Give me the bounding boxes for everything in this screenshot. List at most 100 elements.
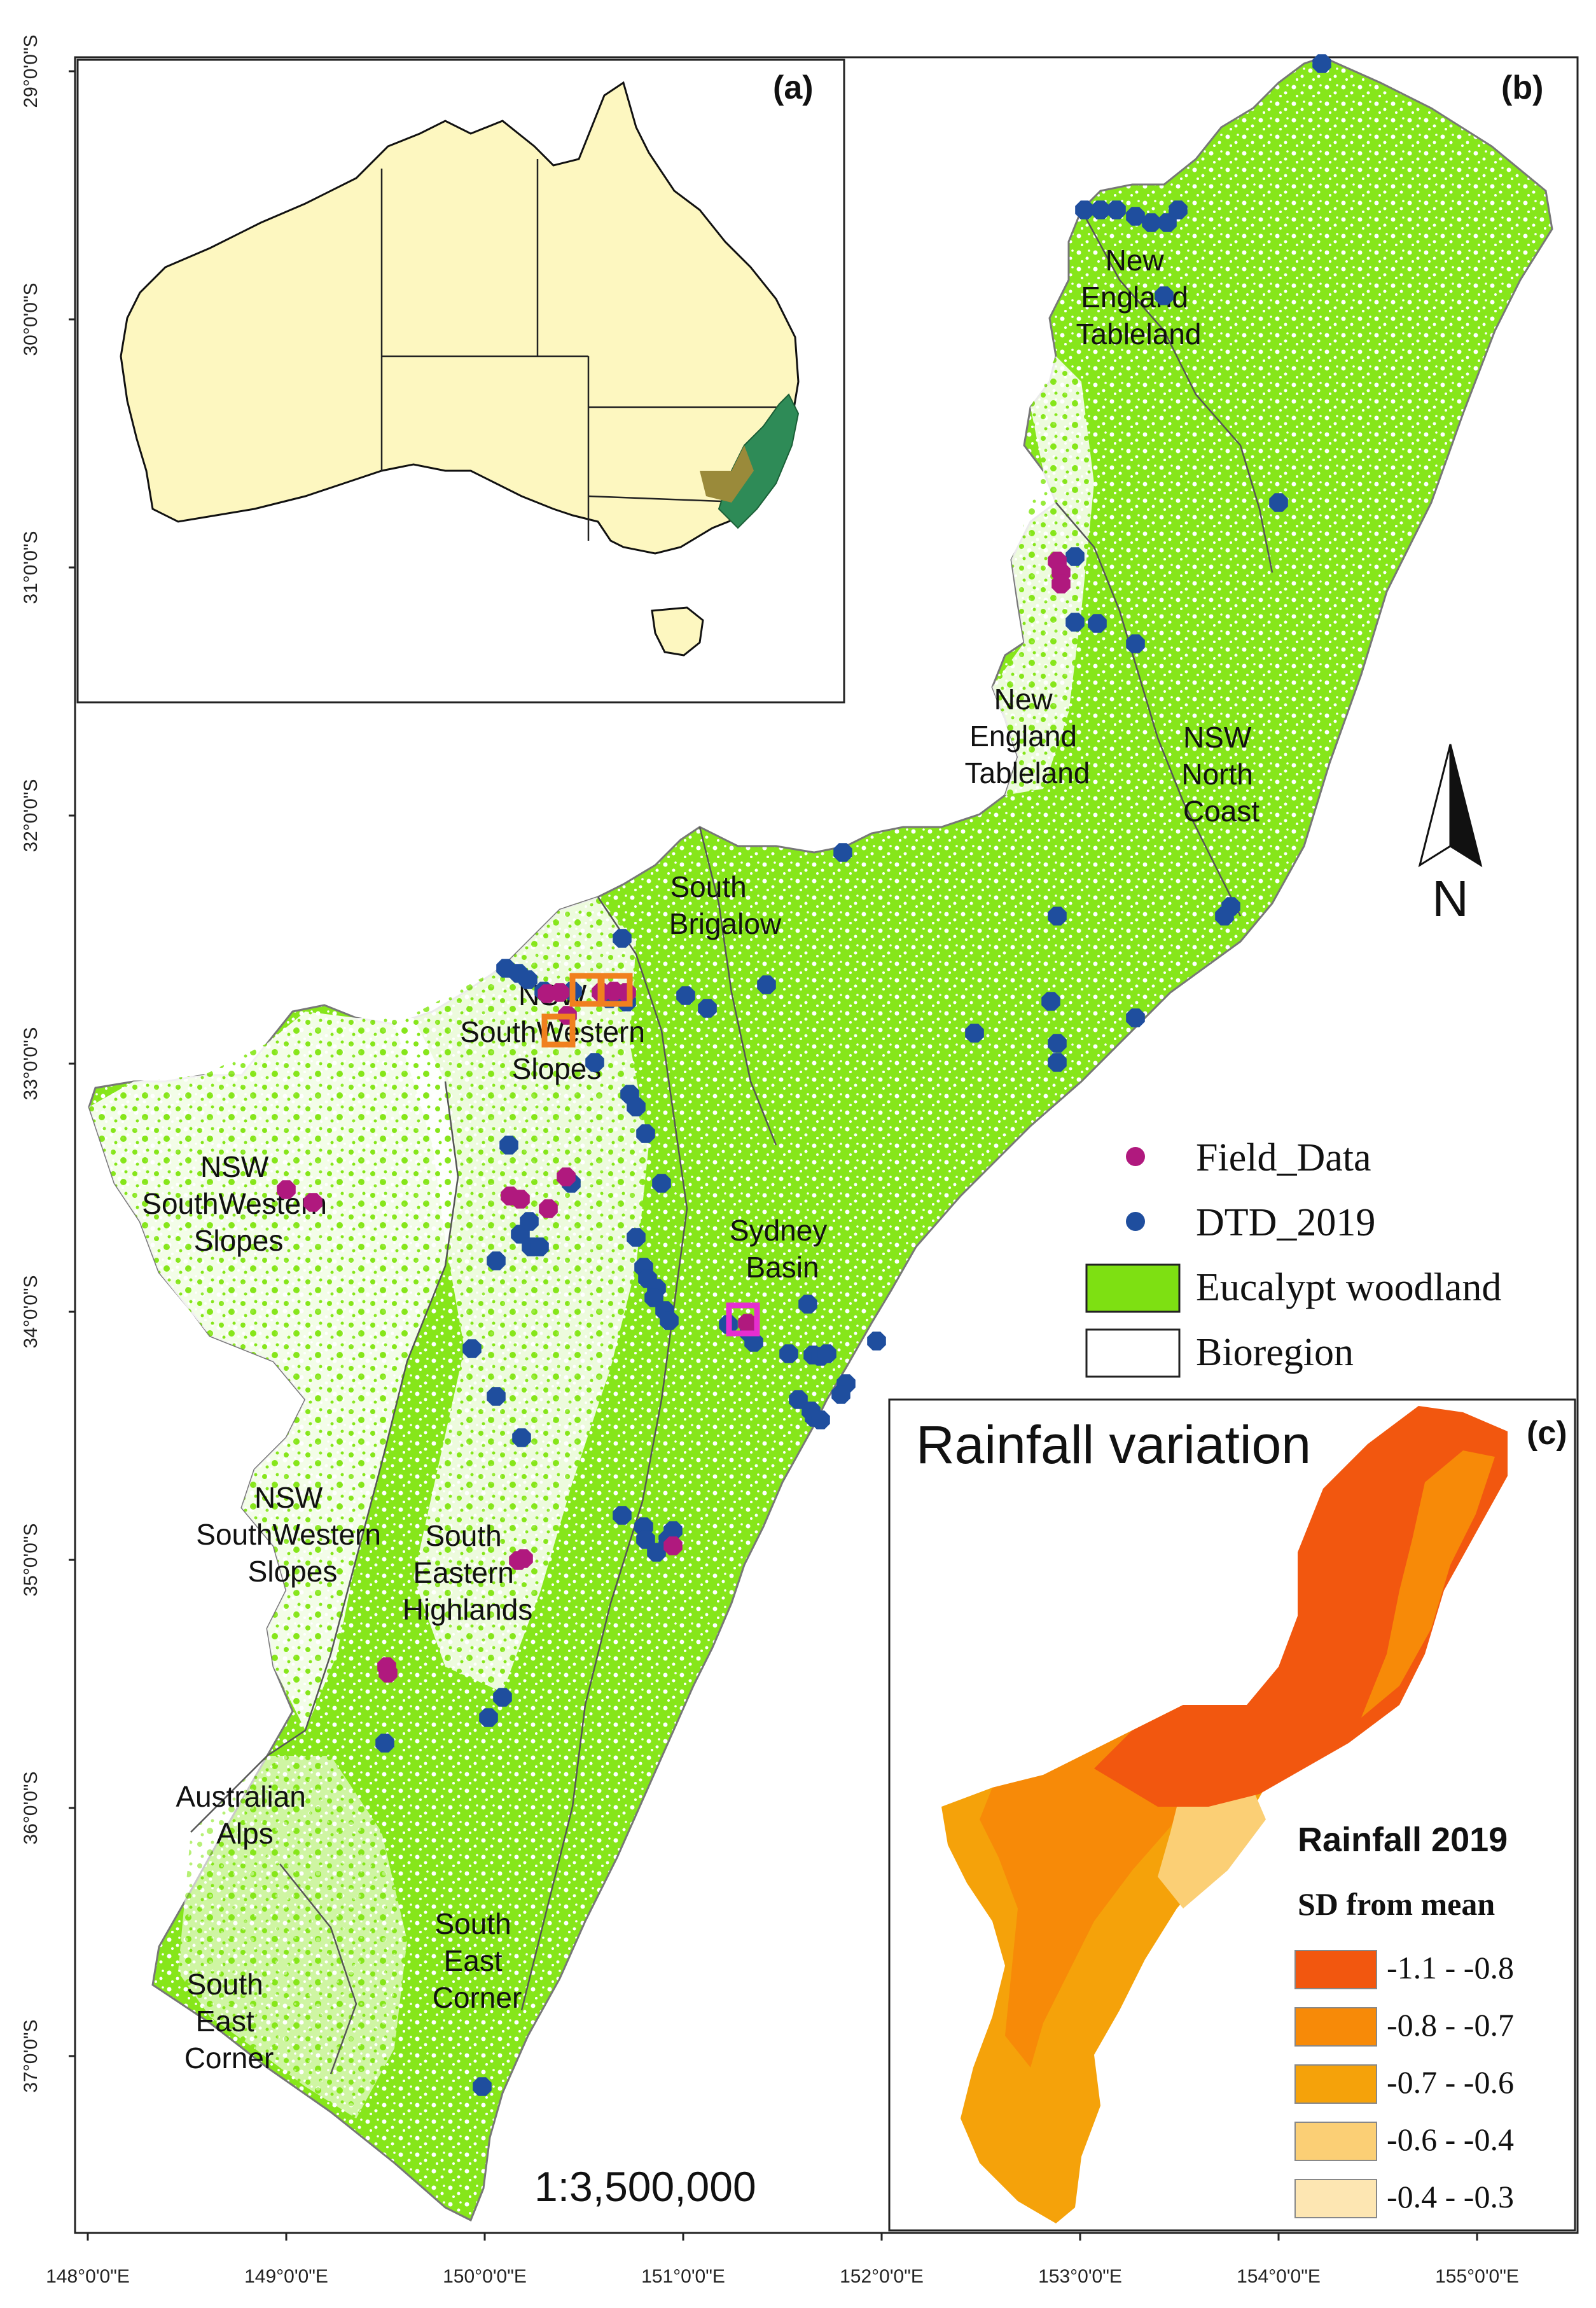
field-data-point bbox=[277, 1180, 296, 1199]
lon-label-149: 149°0'0"E bbox=[244, 2266, 328, 2287]
dtd-point bbox=[757, 975, 776, 994]
legend-field-data-label: Field_Data bbox=[1196, 1136, 1371, 1179]
rainfall-class-swatch-1 bbox=[1294, 1950, 1377, 1989]
dtd-point bbox=[1158, 213, 1177, 232]
dtd-point bbox=[487, 1387, 506, 1406]
field-data-point bbox=[509, 1551, 528, 1570]
dtd-point bbox=[627, 1097, 646, 1116]
dtd-point bbox=[831, 1385, 850, 1404]
dtd-point bbox=[512, 1428, 531, 1447]
dtd-point bbox=[636, 1124, 655, 1143]
legend-dtd-label: DTD_2019 bbox=[1196, 1201, 1375, 1244]
dtd-point bbox=[1169, 200, 1188, 219]
dtd-2019-points bbox=[375, 54, 1331, 2096]
lon-label-154: 154°0'0"E bbox=[1237, 2266, 1321, 2287]
dtd-point bbox=[811, 1410, 830, 1429]
dtd-point bbox=[744, 1333, 763, 1352]
region-south-brigalow: South Brigalow bbox=[669, 870, 782, 940]
map-scale: 1:3,500,000 bbox=[534, 2163, 756, 2210]
region-south-east-corner-west: South East Corner bbox=[184, 1968, 274, 2075]
lat-label-36: 36°0'0"S bbox=[20, 1771, 41, 1844]
lat-label-37: 37°0'0"S bbox=[20, 2019, 41, 2092]
dtd-point bbox=[1075, 200, 1094, 219]
region-south-east-corner-east: South East Corner bbox=[433, 1907, 522, 2014]
north-arrow-right-half bbox=[1449, 744, 1483, 868]
state-borders bbox=[380, 159, 792, 541]
dtd-point bbox=[1048, 1053, 1067, 1072]
field-data-point bbox=[303, 1193, 323, 1212]
dtd-point bbox=[652, 1174, 671, 1193]
study-area bbox=[88, 56, 1553, 2222]
lon-label-150: 150°0'0"E bbox=[443, 2266, 527, 2287]
dtd-point bbox=[1107, 200, 1126, 219]
tasmania-shape bbox=[651, 606, 704, 657]
dtd-point bbox=[585, 1053, 604, 1072]
dtd-point bbox=[1142, 213, 1161, 232]
legend-eucalypt-swatch bbox=[1085, 1263, 1181, 1313]
dtd-point bbox=[833, 843, 852, 862]
field-data-point bbox=[539, 1199, 558, 1218]
legend-bioregion-swatch bbox=[1085, 1328, 1181, 1378]
field-data-point bbox=[550, 983, 569, 1002]
dtd-point bbox=[518, 970, 538, 989]
lon-label-151: 151°0'0"E bbox=[641, 2266, 725, 2287]
lat-label-35: 35°0'0"S bbox=[20, 1523, 41, 1596]
lat-label-34: 34°0'0"S bbox=[20, 1275, 41, 1348]
lat-label-31: 31°0'0"S bbox=[20, 531, 41, 604]
dtd-point bbox=[817, 1344, 836, 1363]
lon-label-148: 148°0'0"E bbox=[46, 2266, 130, 2287]
rainfall-class-label-4: -0.6 - -0.4 bbox=[1387, 2122, 1514, 2157]
dtd-point bbox=[479, 1708, 498, 1727]
region-south-eastern-highlands: South Eastern Highlands bbox=[403, 1519, 533, 1626]
rainfall-area-north bbox=[1094, 1406, 1508, 1807]
dtd-point bbox=[867, 1331, 886, 1351]
dtd-point bbox=[462, 1339, 482, 1358]
dtd-point bbox=[511, 1225, 530, 1244]
sparse-west-area bbox=[89, 1011, 458, 1730]
dtd-point bbox=[1269, 493, 1288, 512]
field-data-point bbox=[1051, 574, 1071, 594]
dtd-point bbox=[798, 1295, 817, 1314]
north-label: N bbox=[1432, 870, 1469, 927]
dtd-point bbox=[375, 1734, 394, 1753]
region-nsw-southwestern-slopes-west: NSW SouthWestern Slopes bbox=[142, 1150, 335, 1257]
dtd-point bbox=[660, 1311, 679, 1330]
dtd-point bbox=[1065, 547, 1085, 566]
dtd-point bbox=[676, 986, 695, 1005]
dtd-point bbox=[627, 1228, 646, 1247]
dtd-point bbox=[1048, 1034, 1067, 1053]
dtd-point bbox=[1126, 634, 1145, 653]
field-data-point bbox=[378, 1664, 398, 1683]
region-sydney-basin: Sydney Basin bbox=[730, 1214, 835, 1284]
field-data-point bbox=[738, 1314, 757, 1333]
dtd-point bbox=[1126, 207, 1145, 226]
lat-label-33: 33°0'0"S bbox=[20, 1027, 41, 1100]
inset-panel-a: (a) bbox=[76, 59, 845, 704]
rainfall-title: Rainfall variation bbox=[916, 1415, 1311, 1475]
rainfall-legend-title: Rainfall 2019 bbox=[1298, 1821, 1508, 1859]
region-new-england-tableland-south: New England Tableland bbox=[965, 683, 1090, 789]
dtd-point bbox=[647, 1543, 666, 1562]
latitude-labels: 29°0'0"S 30°0'0"S 31°0'0"S 32°0'0"S 33°0… bbox=[20, 34, 41, 2092]
dtd-point bbox=[789, 1390, 808, 1409]
bioregion-boundaries bbox=[190, 209, 1273, 2075]
panel-c-label: (c) bbox=[1527, 1415, 1567, 1452]
dtd-point bbox=[698, 999, 717, 1018]
field-data-points bbox=[277, 552, 1071, 1683]
dtd-point bbox=[473, 2077, 492, 2096]
lat-label-29: 29°0'0"S bbox=[20, 34, 41, 108]
dtd-point bbox=[636, 1530, 655, 1549]
panel-b-label: (b) bbox=[1501, 69, 1543, 106]
north-arrow: N bbox=[1418, 744, 1483, 927]
rainfall-class-label-3: -0.7 - -0.6 bbox=[1387, 2064, 1514, 2100]
legend-dtd-symbol bbox=[1126, 1212, 1145, 1231]
field-data-point bbox=[511, 1190, 530, 1209]
sparse-southwest-area bbox=[178, 1756, 407, 2118]
region-nsw-north-coast: NSW North Coast bbox=[1181, 721, 1261, 828]
region-nsw-southwestern-slopes-south: NSW SouthWestern Slopes bbox=[196, 1481, 389, 1588]
field-data-point bbox=[557, 1167, 576, 1186]
dtd-point bbox=[499, 1136, 518, 1155]
lon-label-153: 153°0'0"E bbox=[1038, 2266, 1122, 2287]
dtd-point bbox=[1155, 286, 1174, 305]
dtd-point bbox=[1312, 54, 1331, 73]
